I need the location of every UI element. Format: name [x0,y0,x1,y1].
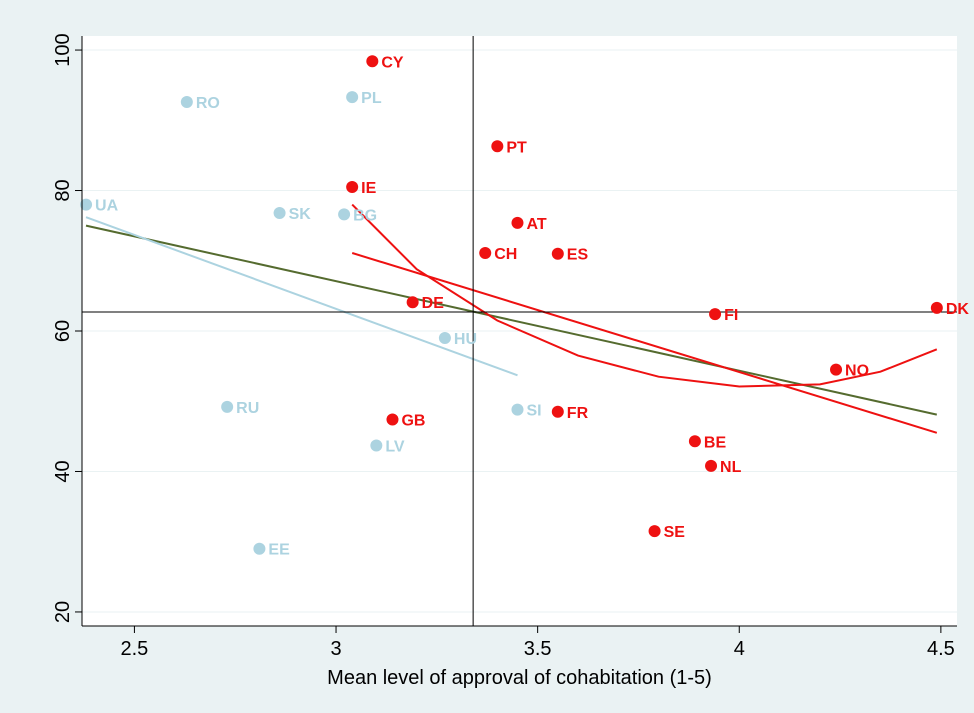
x-tick-label: 2.5 [121,638,149,660]
point-label-ch: CH [494,246,517,263]
point-label-ru: RU [236,400,259,417]
point-label-ie: IE [361,180,376,197]
fit-line-linear [85,224,938,416]
point-si [511,403,524,416]
point-label-no: NO [845,363,869,380]
point-ie [346,181,359,194]
fit-lines [85,203,938,434]
point-label-de: DE [422,295,445,312]
point-label-lv: LV [385,438,405,455]
point-dk [930,301,943,314]
point-label-pt: PT [506,139,527,156]
point-be [688,435,701,448]
point-label-ee: EE [268,542,290,559]
y-tick-label: 60 [52,320,74,342]
point-de [406,296,419,309]
x-tick-label: 4 [734,638,745,660]
point-nl [705,459,718,472]
point-ru [221,400,234,413]
point-bg [338,208,351,221]
point-label-gb: GB [401,413,425,430]
y-tick-label: 80 [52,179,74,201]
fit-line-quadratic [351,203,938,388]
point-label-si: SI [526,403,541,420]
point-pl [346,91,359,104]
point-label-at: AT [526,216,546,233]
reference-lines [82,36,957,626]
y-tick-label: 100 [52,33,74,66]
point-fr [551,405,564,418]
y-tick-label: 40 [52,460,74,482]
point-ua [80,198,93,211]
point-label-ro: RO [196,95,220,112]
data-points: CY PT IE AT CH ES DE DK FI NO GB FR BE NL SE RO PL UA SK BG… [80,54,970,559]
y-axis-ticks: 20 40 60 80 100 [52,33,82,623]
x-axis-title: Mean level of approval of cohabitation (… [327,667,712,689]
point-label-nl: NL [720,459,742,476]
point-lv [370,439,383,452]
point-se [648,525,661,538]
point-fi [709,308,722,321]
point-sk [273,207,286,219]
point-ro [180,96,193,109]
point-at [511,216,524,229]
point-label-pl: PL [361,90,382,107]
point-label-be: BE [704,434,727,451]
point-cy [366,55,379,68]
y-tick-label: 20 [52,601,74,623]
x-tick-label: 4.5 [927,638,955,660]
fit-line-linear [351,252,938,434]
point-pt [491,140,504,153]
x-tick-label: 3 [330,638,341,660]
point-label-fr: FR [567,405,589,422]
point-label-se: SE [664,524,686,541]
x-tick-label: 3.5 [524,638,552,660]
point-label-dk: DK [946,301,970,318]
point-es [551,247,564,260]
point-label-hu: HU [454,331,477,348]
point-ch [479,247,492,260]
point-label-bg: BG [353,207,377,224]
point-label-ua: UA [95,198,119,215]
point-gb [386,413,399,426]
point-ee [253,542,266,555]
point-label-es: ES [567,247,589,264]
point-label-cy: CY [381,54,404,71]
fit-line-linear [85,216,518,377]
point-label-sk: SK [289,206,312,223]
point-no [830,363,843,376]
point-hu [438,332,451,345]
x-axis-ticks: 2.5 3 3.5 4 4.5 [121,626,955,660]
point-label-fi: FI [724,307,738,324]
